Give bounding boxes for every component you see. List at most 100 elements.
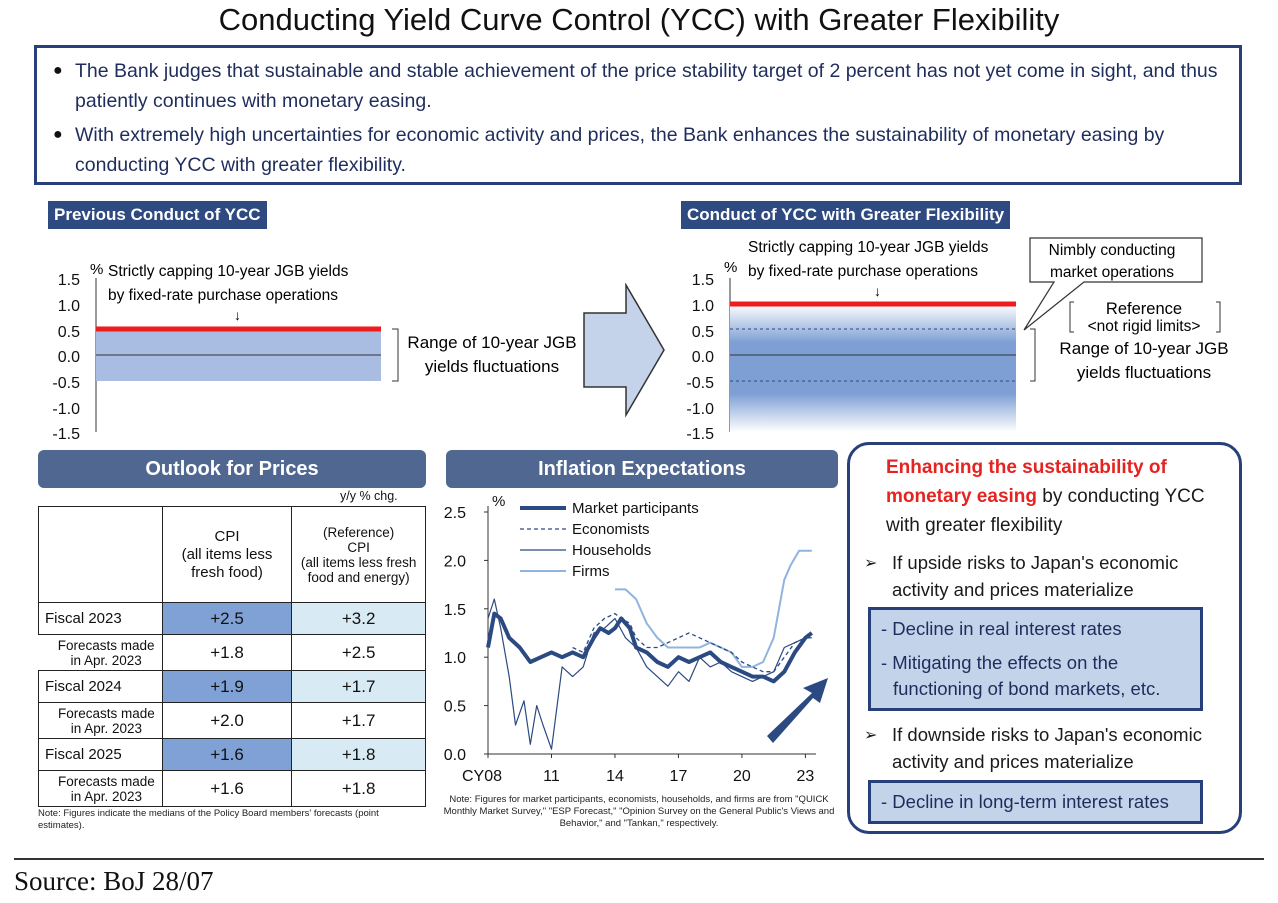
y-tick-label: 1.0: [444, 650, 466, 667]
outlook-unit: y/y % chg.: [340, 489, 398, 503]
upside-item: - Decline in real interest rates: [881, 618, 1122, 639]
new-range-band: [730, 304, 1016, 432]
series-line-households: [487, 598, 812, 750]
sublabel-line: in Apr. 2023: [70, 788, 143, 804]
col-core-header: (Reference) CPI (all items less fresh fo…: [291, 506, 426, 603]
chevron-right-icon: ➢: [864, 555, 878, 572]
table-row: Fiscal 2024 +1.9 +1.7: [38, 670, 426, 703]
col-header-line: CPI: [214, 527, 240, 545]
row-sublabel: Forecasts made in Apr. 2023: [38, 634, 163, 671]
core-value: +3.2: [291, 602, 426, 635]
new-unit: %: [724, 259, 737, 276]
new-callout-text: Nimbly conducting: [1049, 242, 1176, 259]
prev-ytick: 0.5: [58, 324, 80, 341]
new-callout-text: market operations: [1050, 264, 1174, 281]
new-ycc-header: Conduct of YCC with Greater Flexibility: [681, 201, 1011, 229]
prev-ycc-chart: % 1.5 1.0 0.5 0.0 -0.5 -1.0 -1.5 Strictl…: [52, 261, 576, 442]
sublabel-line: in Apr. 2023: [70, 652, 142, 668]
row-label: Fiscal 2025: [38, 738, 163, 771]
legend-label: Market participants: [572, 500, 699, 517]
core-value: +1.7: [291, 670, 426, 703]
page-title: Conducting Yield Curve Control (YCC) wit…: [218, 2, 1060, 37]
table-row: Forecasts made in Apr. 2023 +1.6 +1.8: [38, 770, 426, 807]
new-ytick: -1.0: [686, 401, 714, 418]
inflation-chart: % 0.0 0.5 1.0 1.5 2.0 2.5 CY08 11 14 17 20 23 Market…: [444, 493, 828, 785]
new-ref-bracket-right: [1216, 301, 1221, 333]
prev-arrow-icon: ↓: [234, 307, 241, 323]
new-ytick: 1.5: [692, 272, 714, 289]
bullet-dot-icon: ●: [53, 62, 63, 79]
prev-ytick: -1.5: [52, 426, 80, 442]
y-tick-label: 2.0: [444, 553, 466, 570]
prev-cap-text: by fixed-rate purchase operations: [108, 287, 338, 304]
source-text: Source: BoJ 28/07: [14, 866, 214, 896]
col-header-line: (all items less: [181, 545, 273, 563]
new-ytick: -1.5: [686, 426, 714, 442]
legend-label: Economists: [572, 521, 650, 538]
table-row: Forecasts made in Apr. 2023 +2.0 +1.7: [38, 702, 426, 739]
core-value: +1.8: [291, 738, 426, 771]
sublabel-line: in Apr. 2023: [70, 720, 143, 736]
upside-bullet: ➢ If upside risks to Japan's economic ac…: [864, 549, 1234, 603]
outlook-header: Outlook for Prices: [38, 450, 426, 488]
prev-ytick: -0.5: [52, 375, 80, 392]
new-ycc-chart: % 1.5 1.0 0.5 0.0 -0.5 -1.0 -1.5 Strictl…: [686, 237, 1229, 442]
y-axis-unit: %: [492, 493, 505, 510]
downside-item: - Decline in long-term interest rates: [881, 791, 1169, 812]
x-tick-label: CY08: [462, 768, 502, 785]
new-ref-text: Reference: [1106, 300, 1182, 318]
new-cap-text: by fixed-rate purchase operations: [748, 263, 978, 280]
table-row: Fiscal 2023 +2.5 +3.2: [38, 602, 426, 635]
prev-ytick: 0.0: [58, 349, 80, 366]
divider: [14, 858, 1264, 860]
intro-box: ● The Bank judges that sustainable and st…: [34, 45, 1242, 185]
upside-box: - Decline in real interest rates - Mitig…: [868, 607, 1203, 711]
row-sublabel: Forecasts made in Apr. 2023: [38, 770, 163, 807]
downside-bullet: ➢ If downside risks to Japan's economic …: [864, 721, 1234, 775]
table-row: Fiscal 2025 +1.6 +1.8: [38, 738, 426, 771]
prev-ytick: 1.0: [58, 298, 80, 315]
core-forecast: +1.7: [291, 702, 426, 739]
intro-bullet: ● The Bank judges that sustainable and st…: [53, 56, 1227, 116]
row-label: Fiscal 2023: [38, 602, 163, 635]
intro-text: With extremely high uncertainties for ec…: [75, 124, 1165, 176]
new-range-text: Range of 10-year JGB: [1059, 339, 1228, 358]
prev-range-text: Range of 10-year JGB: [407, 333, 576, 352]
table-corner: [38, 506, 163, 603]
legend-label: Firms: [572, 563, 610, 580]
prev-range-text: yields fluctuations: [425, 357, 559, 376]
inflation-header: Inflation Expectations: [446, 450, 838, 488]
col-header-line: (all items less fresh: [300, 554, 417, 570]
y-tick-label: 1.5: [444, 602, 466, 619]
intro-bullet: ● With extremely high uncertainties for e…: [53, 120, 1227, 180]
col-header-line: fresh food): [191, 563, 263, 581]
inflation-note: Note: Figures for market participants, e…: [443, 794, 835, 829]
prev-range-bracket: [392, 328, 399, 382]
table-row: Forecasts made in Apr. 2023 +1.8 +2.5: [38, 634, 426, 671]
col-header-line: CPI: [347, 539, 370, 555]
row-sublabel: Forecasts made in Apr. 2023: [38, 702, 163, 739]
table-header-row: CPI (all items less fresh food) (Referen…: [38, 506, 426, 603]
bullet-dot-icon: ●: [53, 126, 63, 143]
prev-unit: %: [90, 261, 103, 278]
y-tick-label: 0.0: [444, 747, 466, 764]
sublabel-line: Forecasts made: [57, 705, 155, 721]
legend-label: Households: [572, 542, 651, 559]
y-tick-label: 2.5: [444, 505, 466, 522]
chevron-right-icon: ➢: [864, 727, 878, 744]
col-header-line: food and energy): [307, 569, 410, 585]
transition-arrow-icon: [583, 283, 665, 418]
cpi-value: +1.6: [161, 738, 293, 771]
x-tick-label: 23: [797, 768, 815, 785]
x-tick-label: 17: [670, 768, 688, 785]
series-line-market-participants: [486, 611, 813, 684]
panel-heading-red: Enhancing the sustainability of monetary…: [886, 457, 1167, 507]
sustainability-panel: Enhancing the sustainability of monetary…: [847, 442, 1242, 834]
col-cpi-header: CPI (all items less fresh food): [161, 506, 293, 603]
prev-ycc-header: Previous Conduct of YCC: [48, 201, 267, 229]
x-tick-label: 14: [606, 768, 624, 785]
prev-cap-text: Strictly capping 10-year JGB yields: [108, 263, 349, 280]
new-range-text: yields fluctuations: [1077, 363, 1211, 382]
rising-trend-arrow-icon: [767, 678, 828, 743]
upside-item: functioning of bond markets, etc.: [893, 678, 1161, 699]
